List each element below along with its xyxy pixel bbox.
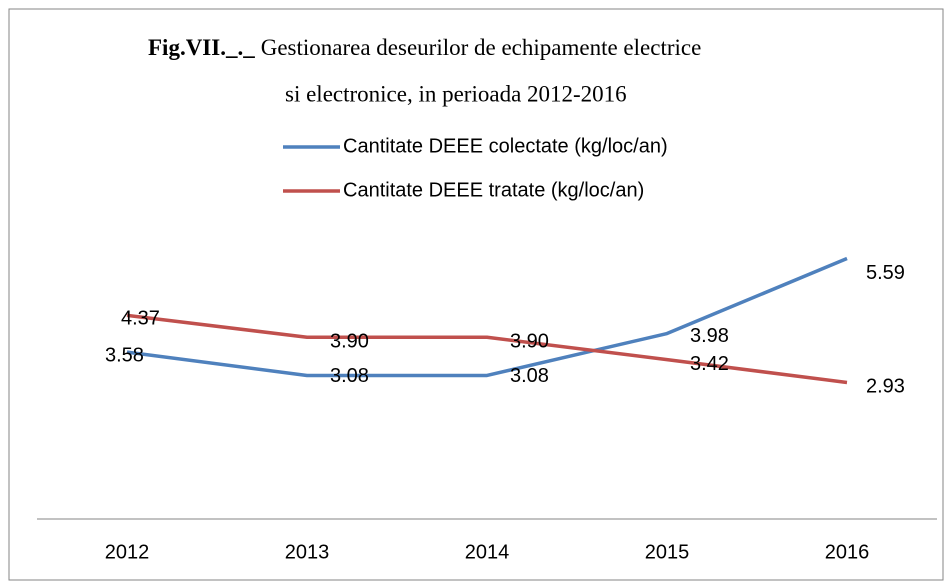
series-line [126,256,848,378]
data-label: 3.90 [330,331,369,353]
data-label: 3.58 [105,344,144,366]
x-tick-label: 2012 [105,541,150,563]
title-prefix: Fig.VII._._ [148,35,255,60]
chart-title: Fig.VII._._ Gestionarea deseurilor de ech… [148,35,701,60]
data-label: 3.08 [330,365,369,387]
data-label: 2.93 [866,376,905,398]
x-tick-label: 2013 [285,541,330,563]
title-line: si electronice, in perioada 2012-2016 [285,81,627,106]
data-label: 5.59 [866,262,905,284]
x-tick-label: 2016 [825,541,870,563]
x-tick-label: 2014 [465,541,510,563]
legend-label: Cantitate DEEE tratate (kg/loc/an) [343,179,644,201]
data-label: 3.90 [510,331,549,353]
data-label: 3.08 [510,365,549,387]
data-label: 3.42 [690,353,729,375]
x-tick-label: 2015 [645,541,690,563]
series-line [126,313,848,385]
legend-label: Cantitate DEEE colectate (kg/loc/an) [343,135,668,157]
title-line: Gestionarea deseurilor de echipamente el… [261,35,702,60]
chart-frame [8,8,944,581]
data-label: 3.98 [690,325,729,347]
data-label: 4.37 [121,308,160,330]
